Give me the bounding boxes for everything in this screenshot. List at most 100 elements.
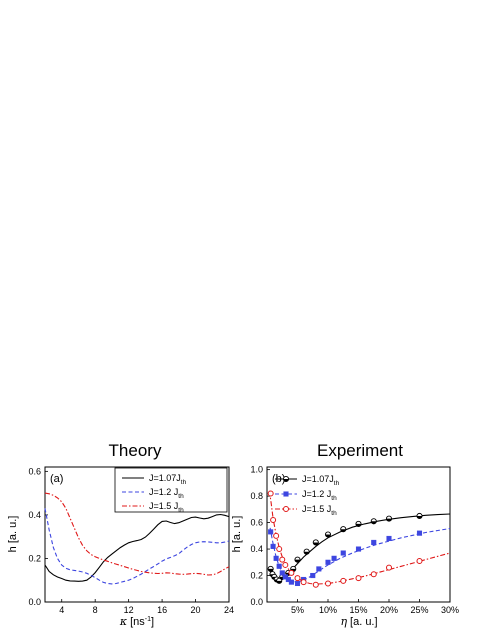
- data-point-experiment-3: [276, 546, 283, 553]
- series-line-theory-1: [44, 513, 230, 582]
- legend-label-theory-2: J=1.2 Jth: [149, 487, 184, 500]
- data-point-experiment-2: [279, 570, 285, 576]
- y-tick-label: 0.4: [28, 510, 41, 520]
- x-ticks-experiment: 5% 10% 15% 20% 25% 30%: [291, 599, 459, 615]
- legend-label-subscript: th: [178, 493, 184, 500]
- data-point-experiment-2: [276, 563, 282, 569]
- y-tick-label: 1.0: [250, 465, 263, 475]
- panel-title-theory: Theory: [109, 441, 162, 460]
- data-point-experiment-1: [276, 577, 283, 584]
- legend-marker-experiment-1: [282, 475, 290, 483]
- data-point-experiment-2: [268, 529, 274, 535]
- legend-label-experiment-2: J=1.2 Jth: [302, 489, 337, 502]
- data-point-experiment-2: [355, 546, 362, 552]
- x-axis-unit-exponent-theory: -1: [145, 616, 151, 623]
- y-tick-label: 0.6: [28, 466, 41, 476]
- legend-label-subscript: th: [181, 479, 187, 486]
- data-point-experiment-1: [340, 526, 347, 533]
- y-axis-label-experiment: h [a. u.]: [231, 516, 243, 553]
- data-point-experiment-3: [267, 490, 274, 497]
- legend-label-subscript: th: [334, 480, 340, 487]
- data-point-experiment-2: [331, 555, 337, 561]
- x-tick-label: 20%: [380, 605, 398, 615]
- data-point-experiment-3: [325, 580, 331, 587]
- x-tick-label: 12: [124, 605, 134, 615]
- legend-label-main: J=1.2 J: [149, 487, 178, 497]
- x-axis-symbol-experiment: η: [340, 615, 347, 628]
- panel-theory: Theory 0.0 0.2 0.4 0.6 4 8 12 16 20 24 (a) h [a.…: [7, 441, 234, 628]
- data-point-experiment-1: [355, 520, 362, 527]
- data-point-experiment-2: [273, 555, 279, 561]
- data-point-experiment-3: [312, 581, 319, 588]
- data-point-experiment-2: [325, 559, 331, 565]
- panel-title-experiment: Experiment: [317, 441, 403, 460]
- x-tick-label: 4: [59, 605, 64, 615]
- data-point-experiment-3: [370, 571, 377, 578]
- x-axis-unit-experiment: [a. u.]: [350, 616, 378, 628]
- legend-marker-experiment-3: [283, 506, 289, 512]
- legend-label-subscript: th: [331, 510, 337, 517]
- data-point-experiment-3: [416, 557, 423, 564]
- x-axis-unit-theory: [ns: [130, 616, 145, 628]
- legend-label-main: J=1.2 J: [302, 489, 331, 499]
- data-point-experiment-1: [385, 515, 393, 522]
- data-point-experiment-3: [355, 575, 362, 582]
- x-tick-label: 25%: [410, 605, 428, 615]
- plot-frame-theory: [44, 466, 230, 603]
- legend-label-subscript: th: [331, 495, 337, 502]
- data-point-experiment-3: [279, 556, 286, 563]
- data-point-experiment-3: [288, 569, 295, 576]
- x-axis-label-experiment: η [a. u.]: [340, 615, 377, 628]
- y-tick-label: 0.2: [28, 553, 41, 563]
- data-point-experiment-2: [340, 550, 346, 556]
- y-tick-label: 0.0: [28, 597, 41, 607]
- data-point-experiment-3: [386, 564, 392, 571]
- data-point-experiment-2: [310, 572, 316, 579]
- x-tick-label: 8: [93, 605, 98, 615]
- data-point-experiment-3: [340, 577, 347, 584]
- y-tick-label: 0.6: [250, 518, 263, 528]
- legend-marker-experiment-2: [283, 491, 289, 497]
- data-point-experiment-1: [416, 512, 423, 520]
- legend-label-experiment-3: J=1.5 Jth: [302, 504, 337, 517]
- series-lines-experiment: [267, 490, 451, 588]
- data-point-experiment-2: [282, 574, 288, 580]
- y-tick-label: 0.8: [250, 491, 263, 501]
- data-point-experiment-2: [316, 566, 322, 572]
- x-tick-label: 16: [157, 605, 167, 615]
- legend-label-theory-3: J=1.5 Jth: [149, 501, 184, 514]
- data-point-experiment-2: [294, 580, 301, 587]
- data-point-experiment-3: [270, 516, 277, 523]
- series-line-experiment-3: [268, 490, 451, 585]
- data-point-experiment-1: [312, 539, 319, 546]
- data-point-experiment-2: [386, 535, 392, 542]
- series-line-theory-3: [44, 492, 230, 576]
- data-point-experiment-3: [282, 561, 289, 568]
- data-point-experiment-2: [270, 543, 276, 549]
- x-tick-label: 5%: [291, 605, 304, 615]
- plot-frame-experiment: [266, 466, 451, 603]
- panel-experiment: Experiment 0.0 0.2 0.4 0.6 0.8 1.0 5% 10% 15% 20…: [231, 441, 459, 628]
- data-point-experiment-2: [288, 579, 294, 585]
- y-tick-label: 0.0: [250, 597, 263, 607]
- x-axis-symbol-theory: κ: [119, 615, 128, 628]
- data-point-experiment-2: [416, 530, 423, 536]
- x-tick-label: 30%: [441, 605, 459, 615]
- x-tick-label: 10%: [319, 605, 337, 615]
- data-point-experiment-1: [324, 531, 332, 538]
- x-ticks-theory: 4 8 12 16 20 24: [59, 599, 234, 615]
- data-point-experiment-3: [300, 579, 307, 586]
- y-tick-label: 0.2: [250, 571, 263, 581]
- y-axis-label-theory: h [a. u.]: [7, 516, 19, 553]
- series-line-experiment-2: [269, 527, 451, 583]
- series-lines-theory: [44, 492, 230, 585]
- legend-label-experiment-1: J=1.07Jth: [302, 474, 340, 487]
- data-point-experiment-3: [273, 532, 280, 539]
- legend-label-main: J=1.5 J: [149, 501, 178, 511]
- legend-label-theory-1: J=1.07Jth: [149, 473, 187, 486]
